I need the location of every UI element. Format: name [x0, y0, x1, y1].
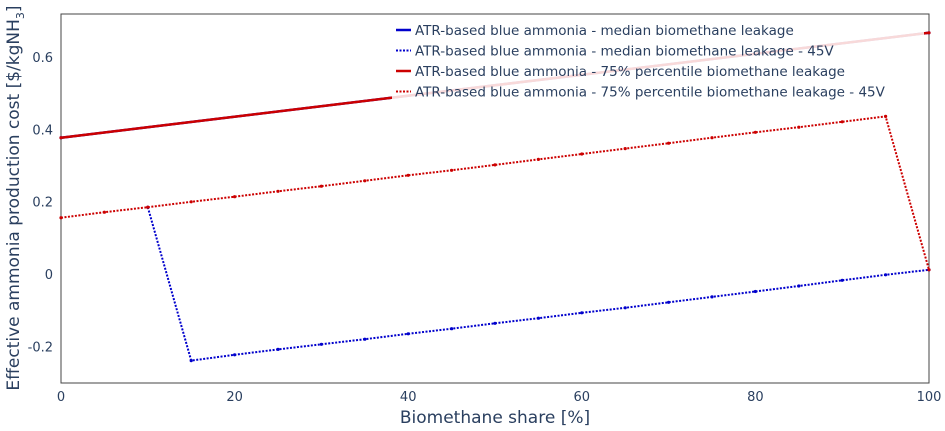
- x-tick-label: 80: [747, 390, 764, 405]
- series-2-point: [407, 332, 410, 335]
- series-2-point: [493, 322, 496, 325]
- y-axis-label: Effective ammonia production cost [$/kgN…: [4, 5, 27, 390]
- legend-label-1: ATR-based blue ammonia - median biometha…: [415, 23, 794, 39]
- series-4-point: [407, 174, 410, 177]
- series-2-point: [363, 338, 366, 341]
- series-4-point: [59, 216, 62, 219]
- series-2-point: [537, 317, 540, 320]
- series-2-point: [841, 279, 844, 282]
- series-2-point: [450, 327, 453, 330]
- series-2-point: [710, 295, 713, 298]
- x-axis-label: Biomethane share [%]: [400, 408, 590, 428]
- y-axis-label-main: Effective ammonia production cost [$/kgN…: [4, 19, 24, 391]
- series-4-point: [710, 136, 713, 139]
- series-4-point: [233, 195, 236, 198]
- series-2-point: [624, 306, 627, 309]
- legend-label-3: ATR-based blue ammonia - 75% percentile …: [415, 64, 845, 80]
- series-4-point: [363, 179, 366, 182]
- series-2-point: [320, 343, 323, 346]
- x-tick-label: 100: [917, 390, 942, 405]
- x-tick-label: 0: [57, 390, 65, 405]
- series-4-point: [754, 131, 757, 134]
- series-4-point: [320, 185, 323, 188]
- y-tick-label: 0.2: [32, 196, 53, 211]
- series-line-4: [61, 116, 929, 269]
- series-4-point: [884, 115, 887, 118]
- legend-label-4: ATR-based blue ammonia - 75% percentile …: [415, 85, 886, 101]
- y-tick-label: 0.6: [32, 51, 53, 66]
- series-3-point: [59, 136, 62, 139]
- series-2-point: [797, 284, 800, 287]
- series-4-point: [190, 200, 193, 203]
- series-4-point: [537, 158, 540, 161]
- x-tick-label: 20: [226, 390, 243, 405]
- y-tick-label: -0.2: [28, 340, 53, 355]
- series-4-point: [276, 190, 279, 193]
- series-2-point: [884, 273, 887, 276]
- legend-label-2: ATR-based blue ammonia - median biometha…: [415, 44, 834, 60]
- series-4-point: [146, 206, 149, 209]
- series-4-point: [580, 152, 583, 155]
- y-axis-label-close: ]: [4, 5, 24, 12]
- series-3-point: [927, 31, 930, 34]
- series-4-point: [450, 169, 453, 172]
- series-2-point: [190, 359, 193, 362]
- x-tick-label: 60: [574, 390, 591, 405]
- series-2-point: [580, 311, 583, 314]
- series-4-point: [493, 163, 496, 166]
- x-tick-labels: 0 20 40 60 80 100: [57, 390, 942, 405]
- y-axis-label-subscript: 3: [14, 12, 27, 19]
- series-2-point: [667, 301, 670, 304]
- series-2-point: [276, 348, 279, 351]
- series-4-point: [624, 147, 627, 150]
- series-4-point: [841, 120, 844, 123]
- y-tick-labels: -0.2 0 0.2 0.4 0.6: [28, 51, 53, 355]
- y-tick-label: 0.4: [32, 123, 53, 138]
- series-2-point: [754, 290, 757, 293]
- x-tick-label: 40: [400, 390, 417, 405]
- series-4-point: [103, 211, 106, 214]
- series-4-point: [797, 126, 800, 129]
- y-tick-label: 0: [45, 268, 53, 283]
- legend: ATR-based blue ammonia - median biometha…: [392, 18, 924, 104]
- series-2-point: [233, 353, 236, 356]
- series-4-point: [667, 142, 670, 145]
- series-4-point: [927, 268, 930, 271]
- series-line-2: [148, 207, 929, 360]
